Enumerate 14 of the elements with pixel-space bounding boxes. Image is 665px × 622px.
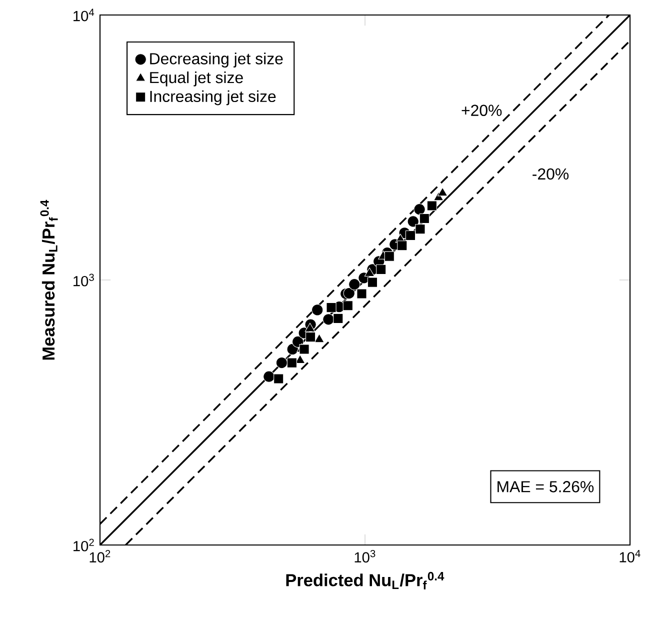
y-tick-label: 10$^{3}$ [74,274,94,286]
y-tick-label: 10$^{2}$ [74,538,94,552]
x-tick-label: 10$^{3}$ [354,550,376,563]
legend-label: Increasing jet size [150,90,276,106]
legend-label: Decreasing jet size [150,52,283,68]
y-axis-title: Measured Nu$_{L}$/Pr$_{f}$0.4 [40,200,58,360]
annotation: +20% [462,104,502,116]
y-tick-label: 10$^{4}$ [74,8,94,22]
x-tick-label: 10$^{4}$ [620,550,640,562]
legend-label: Equal jet size [150,72,243,86]
x-axis-title: Predicted Nu$_{L}$/Pr$_{f}$0.4 [286,572,444,590]
x-tick-label: 10$^{2}$ [90,550,110,563]
annotation: -20% [532,168,569,180]
annotation: MAE = 5.26% [498,481,594,492]
